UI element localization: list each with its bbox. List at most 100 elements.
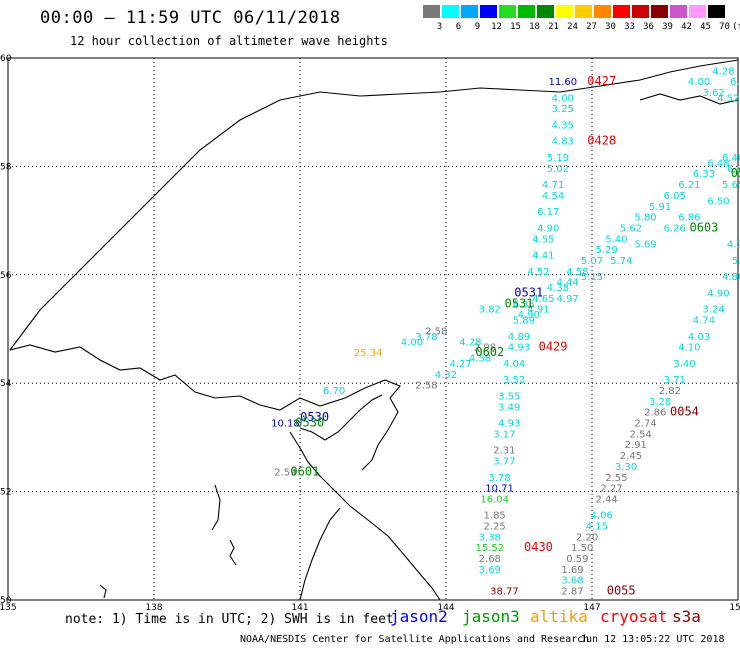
lat-tick-label: 58: [0, 162, 12, 172]
swh-label: 4.83: [552, 137, 574, 148]
swh-label: 4.27: [449, 359, 471, 370]
swh-label: 4.10: [678, 343, 700, 354]
swh-label: 6.21: [678, 180, 700, 191]
page-title: 00:00 — 11:59 UTC 06/11/2018: [40, 8, 341, 28]
swh-label: 4.90: [518, 310, 540, 321]
scale-label: 3: [436, 22, 443, 32]
swh-label: 5.91: [649, 202, 671, 213]
swh-label: 6.33: [693, 169, 715, 180]
swh-label: 6.00: [727, 164, 740, 175]
time-label: 0530: [295, 416, 324, 430]
swh-label: 4.58: [469, 354, 491, 365]
swh-label: 6.17: [537, 207, 559, 218]
map-frame: [7, 57, 739, 601]
swh-label: 4.32: [435, 370, 457, 381]
swh-label: 2.86: [644, 408, 666, 419]
swh-label: 4.54: [542, 191, 564, 202]
swh-label: 4.89: [508, 332, 530, 343]
swh-label: 5.65: [722, 180, 740, 191]
time-label: 0430: [524, 540, 553, 554]
swh-label: 6.50: [707, 196, 729, 207]
swh-label: 6.86: [678, 213, 700, 224]
scale-label: 33: [624, 22, 635, 32]
scale-swatch: [575, 5, 592, 18]
scale-swatch: [423, 5, 440, 18]
scale-swatch: [632, 5, 649, 18]
legend-cryosat: cryosat: [600, 607, 668, 626]
swh-label: 3.68: [561, 576, 583, 587]
time-label: 0055: [607, 584, 636, 598]
scale-swatch: [689, 5, 706, 18]
swh-label: 3.25: [552, 104, 574, 115]
legend-jason2: jason2: [390, 607, 448, 626]
time-label: 0054: [670, 405, 699, 419]
swh-label: 2.68: [479, 554, 501, 565]
lon-tick-label: 141: [291, 603, 308, 613]
footnote: note: 1) Time is in UTC; 2) SWH is in fe…: [65, 612, 394, 627]
swh-label: 11.60: [548, 77, 577, 88]
scale-label: 21: [548, 22, 559, 32]
swh-label: 4.80: [722, 272, 740, 283]
coastline: [211, 484, 221, 531]
swh-label: 6.70: [323, 386, 345, 397]
swh-label: 3.49: [498, 402, 520, 413]
scale-label: 6: [455, 22, 462, 32]
swh-label: 10.18: [271, 419, 300, 430]
swh-label: 1.85: [484, 511, 506, 522]
swh-label: 4.04: [503, 359, 525, 370]
swh-label: 3.78: [415, 332, 437, 343]
swh-label: 4.93: [508, 343, 530, 354]
coastline: [289, 431, 441, 601]
swh-label: 4.15: [586, 522, 608, 533]
swh-label: 1.50: [571, 543, 593, 554]
scale-swatch: [461, 5, 478, 18]
swh-label: 2.31: [493, 446, 515, 457]
legend-altika: altika: [530, 607, 588, 626]
swh-label: 2.58: [415, 381, 437, 392]
swh-label: 5.69: [634, 240, 656, 251]
lat-tick-label: 56: [0, 271, 12, 281]
swh-label: 1.69: [561, 565, 583, 576]
swh-label: 10.71: [485, 484, 514, 495]
scale-label: 42: [681, 22, 692, 32]
scale-label: 18: [529, 22, 540, 32]
swh-label: 5.62: [620, 223, 642, 234]
swh-label: 4.74: [693, 316, 715, 327]
swh-label: 6.48: [707, 158, 729, 169]
swh-label: 4.52: [717, 93, 739, 104]
swh-label: 0.59: [566, 554, 588, 565]
swh-label: 2.91: [625, 440, 647, 451]
swh-label: 2.82: [659, 386, 681, 397]
swh-label: 4.35: [552, 120, 574, 131]
swh-label: 4.71: [542, 180, 564, 191]
scale-swatch: [442, 5, 459, 18]
swh-label: 4.00: [401, 337, 423, 348]
swh-label: 6.26: [664, 223, 686, 234]
swh-label: 3.30: [615, 462, 637, 473]
lon-tick-label: 135: [0, 603, 17, 613]
lat-tick-label: 54: [0, 379, 12, 389]
swh-label: 4.38: [547, 283, 569, 294]
swh-label: 4.65: [532, 294, 554, 305]
swh-label: 4.44: [557, 278, 579, 289]
scale-swatch: [613, 5, 630, 18]
scale-label: 39: [662, 22, 673, 32]
swh-label: 25.34: [354, 348, 383, 359]
lat-tick-label: 60: [0, 54, 12, 64]
swh-label: 4.00: [688, 77, 710, 88]
coastline: [9, 344, 401, 471]
scale-swatch: [537, 5, 554, 18]
lat-tick-label: 50: [0, 596, 12, 606]
swh-label: 4.03: [688, 332, 710, 343]
swh-label: 4.41: [532, 251, 554, 262]
swh-label: 4.58: [566, 267, 588, 278]
swh-label: 4.00: [552, 93, 574, 104]
time-label: 0427: [587, 74, 616, 88]
swh-label: 2.45: [620, 451, 642, 462]
lon-tick-label: 144: [437, 603, 454, 613]
swh-label: 4.91: [527, 305, 549, 316]
swh-label: 5.02: [547, 164, 569, 175]
swh-label: 6.35: [513, 299, 535, 310]
scale-swatch: [499, 5, 516, 18]
